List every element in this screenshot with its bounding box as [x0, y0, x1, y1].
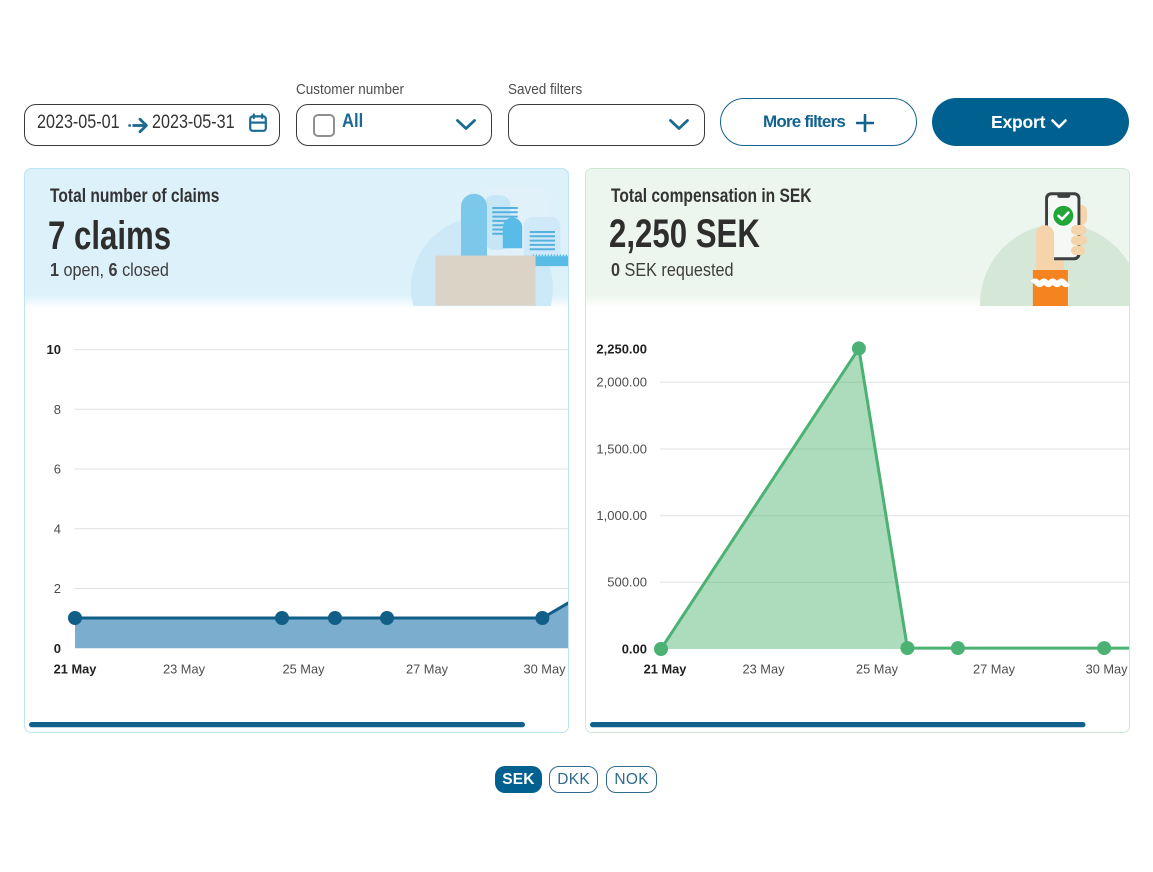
svg-text:21 May: 21 May — [54, 662, 98, 677]
svg-text:2,000.00: 2,000.00 — [596, 375, 647, 390]
svg-text:25 May: 25 May — [283, 662, 326, 677]
svg-text:27 May: 27 May — [406, 662, 449, 677]
svg-text:21 May: 21 May — [644, 662, 688, 677]
svg-text:25 May: 25 May — [856, 662, 899, 677]
svg-text:0.00: 0.00 — [622, 641, 647, 656]
svg-text:2,250.00: 2,250.00 — [596, 341, 647, 356]
svg-text:1,500.00: 1,500.00 — [596, 441, 647, 456]
svg-text:6: 6 — [54, 462, 61, 477]
svg-text:500.00: 500.00 — [607, 575, 647, 590]
svg-text:0: 0 — [54, 641, 61, 656]
svg-text:4: 4 — [54, 521, 61, 536]
svg-text:1,000.00: 1,000.00 — [596, 508, 647, 523]
svg-text:8: 8 — [54, 402, 61, 417]
svg-text:23 May: 23 May — [163, 662, 206, 677]
svg-text:2: 2 — [54, 581, 61, 596]
svg-text:10: 10 — [47, 342, 61, 357]
svg-text:30 May: 30 May — [524, 662, 567, 677]
svg-text:30 May: 30 May — [1086, 662, 1129, 677]
svg-text:27 May: 27 May — [973, 662, 1016, 677]
svg-text:23 May: 23 May — [743, 662, 786, 677]
